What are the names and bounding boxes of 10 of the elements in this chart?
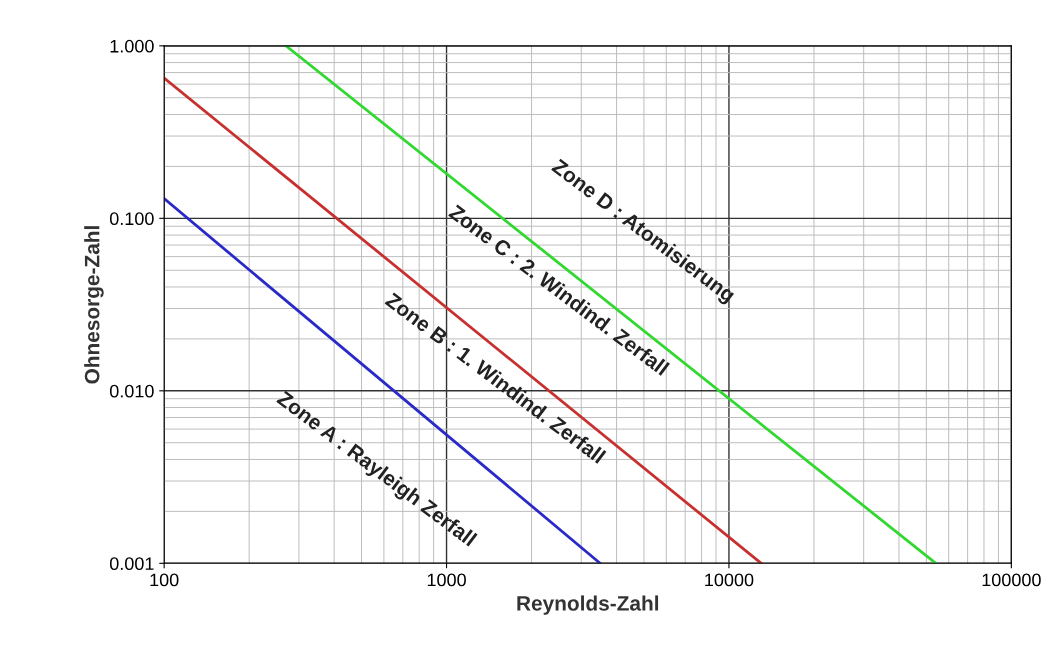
x-tick-label: 10000 <box>705 573 754 587</box>
y-tick-label: 0.001 <box>109 557 154 571</box>
y-tick-label: 0.010 <box>109 384 154 398</box>
x-tick-label: 100000 <box>982 573 1041 587</box>
y-tick-label: 0.100 <box>109 212 154 226</box>
x-axis-title: Reynolds-Zahl <box>517 595 659 615</box>
x-tick-label: 100 <box>150 573 179 587</box>
x-tick-label: 1000 <box>427 573 466 587</box>
y-tick-label: 1.000 <box>110 39 154 53</box>
y-axis-title: Ohnesorge-Zahl <box>84 226 104 384</box>
